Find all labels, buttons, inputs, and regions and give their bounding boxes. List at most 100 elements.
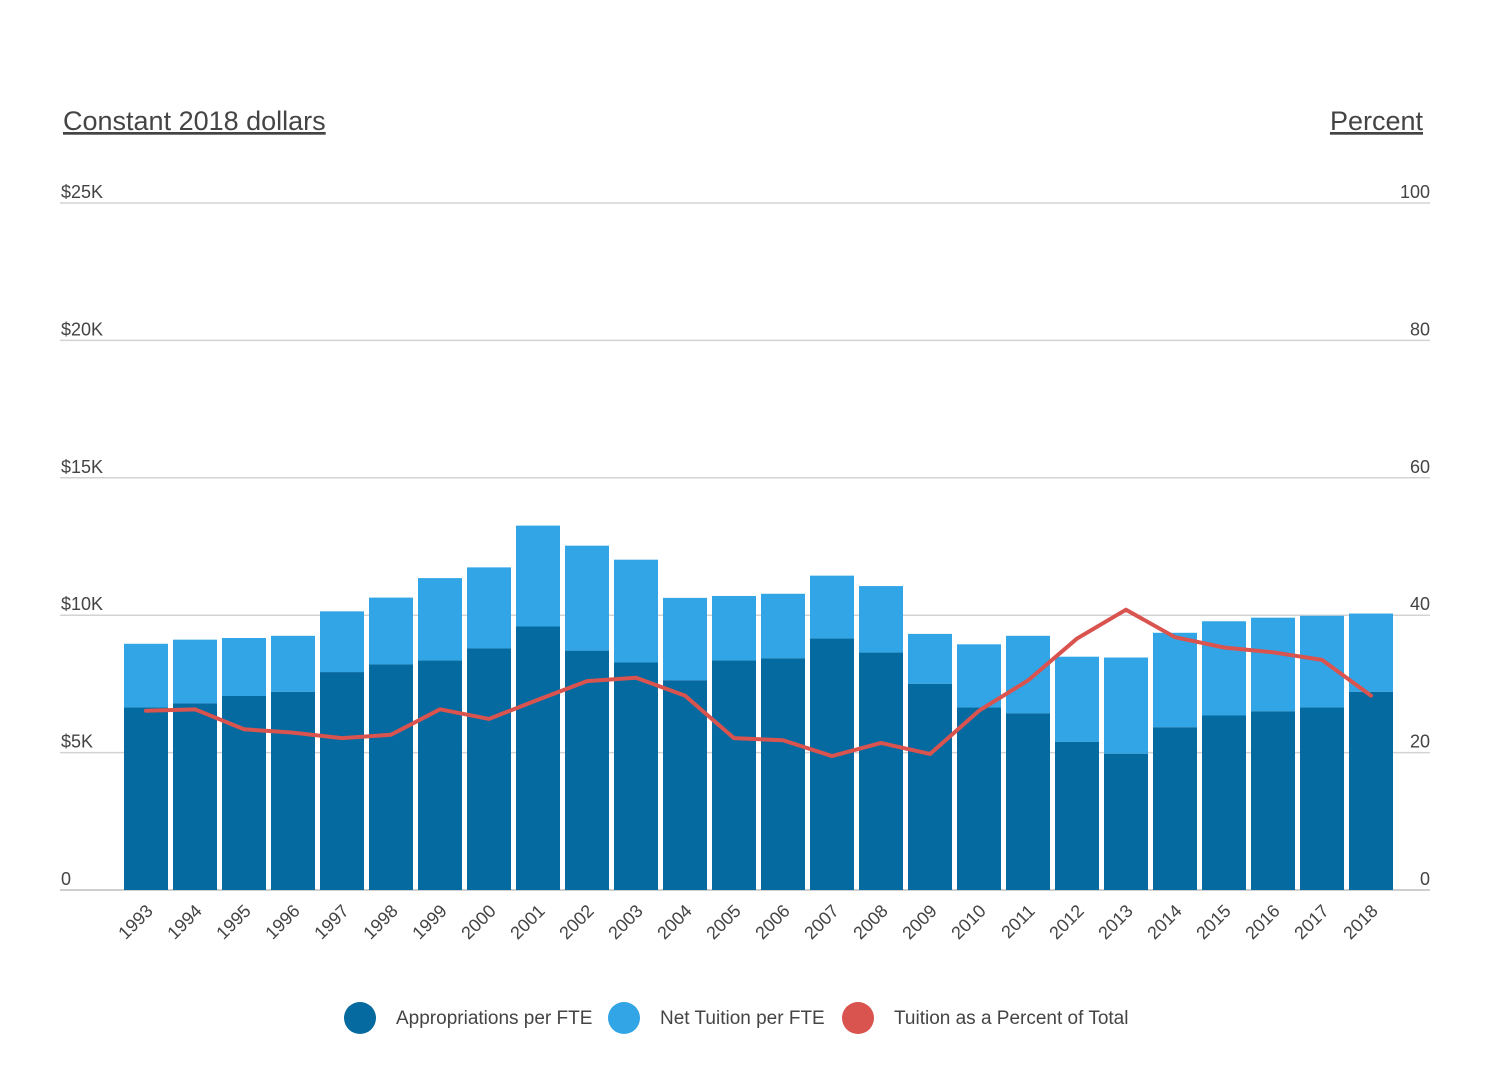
bar-net-tuition	[1055, 656, 1099, 742]
x-tick-label: 2018	[1339, 901, 1381, 943]
bar-appropriations	[712, 660, 756, 890]
bar-net-tuition	[614, 559, 658, 663]
percent-series-line	[144, 607, 1373, 759]
left-axis-title: Constant 2018 dollars	[63, 106, 326, 136]
right-tick-label: 0	[1420, 869, 1430, 889]
legend-label: Net Tuition per FTE	[660, 1008, 825, 1029]
bar-net-tuition	[908, 633, 952, 684]
x-tick-label: 2004	[653, 901, 695, 943]
bar-net-tuition	[1349, 613, 1393, 692]
x-tick-label: 1997	[310, 901, 352, 943]
legend-swatch	[842, 1002, 874, 1034]
bar-appropriations	[663, 680, 707, 890]
percent-line	[144, 607, 1373, 759]
x-tick-label: 2016	[1241, 901, 1283, 943]
bar-appropriations	[1055, 741, 1099, 890]
bar-net-tuition	[124, 643, 168, 708]
bar-appropriations	[565, 650, 609, 890]
bar-appropriations	[761, 658, 805, 890]
bar-appropriations	[467, 648, 511, 890]
x-tick-label: 2010	[947, 901, 989, 943]
bar-appropriations	[369, 664, 413, 890]
bar-appropriations	[614, 662, 658, 890]
bar-net-tuition	[1104, 657, 1148, 754]
bar-appropriations	[1104, 753, 1148, 890]
bar-appropriations	[320, 672, 364, 890]
bar-net-tuition	[173, 639, 217, 704]
left-tick-label: $25K	[61, 182, 103, 202]
bar-net-tuition	[467, 567, 511, 649]
right-tick-label: 40	[1410, 594, 1430, 614]
bar-appropriations	[516, 626, 560, 890]
right-tick-label: 80	[1410, 319, 1430, 339]
left-tick-label: $10K	[61, 594, 103, 614]
x-tick-label: 1999	[408, 901, 450, 943]
x-axis: 1993 1994 1995 1996 1997 1998 1999 2000 2001 2002…	[114, 901, 1381, 943]
bars	[124, 525, 1393, 890]
bar-net-tuition	[1153, 632, 1197, 728]
bar-net-tuition	[1006, 635, 1050, 714]
bar-appropriations	[810, 638, 854, 890]
x-tick-label: 2015	[1192, 901, 1234, 943]
x-tick-label: 2009	[898, 901, 940, 943]
x-tick-label: 2002	[555, 901, 597, 943]
x-tick-label: 2007	[800, 901, 842, 943]
bar-net-tuition	[369, 597, 413, 665]
right-tick-label: 20	[1410, 732, 1430, 752]
bar-net-tuition	[761, 593, 805, 659]
bar-net-tuition	[810, 575, 854, 639]
x-tick-label: 2008	[849, 901, 891, 943]
bar-net-tuition	[418, 578, 462, 661]
bar-appropriations	[1349, 691, 1393, 890]
bar-net-tuition	[1251, 617, 1295, 712]
x-tick-label: 2006	[751, 901, 793, 943]
bar-net-tuition	[712, 595, 756, 661]
x-tick-label: 1995	[212, 901, 254, 943]
x-tick-label: 2000	[457, 901, 499, 943]
x-tick-label: 2005	[702, 901, 744, 943]
legend: Appropriations per FTE Net Tuition per FT…	[344, 1002, 1128, 1034]
right-tick-label: 60	[1410, 457, 1430, 477]
left-tick-label: $15K	[61, 457, 103, 477]
bar-appropriations	[957, 707, 1001, 890]
left-tick-label: 0	[61, 869, 71, 889]
x-tick-label: 1998	[359, 901, 401, 943]
legend-swatch	[608, 1002, 640, 1034]
legend-label: Tuition as a Percent of Total	[894, 1008, 1128, 1029]
x-tick-label: 2012	[1045, 901, 1087, 943]
bar-appropriations	[173, 703, 217, 890]
bar-net-tuition	[663, 597, 707, 681]
x-tick-label: 1993	[114, 901, 156, 943]
bar-appropriations	[124, 707, 168, 890]
right-axis-title: Percent	[1330, 106, 1424, 136]
bar-net-tuition	[271, 635, 315, 692]
bar-net-tuition	[565, 545, 609, 651]
bar-net-tuition	[222, 638, 266, 696]
bar-net-tuition	[516, 525, 560, 627]
bar-appropriations	[1202, 715, 1246, 890]
right-tick-label: 100	[1400, 182, 1430, 202]
bar-appropriations	[1251, 711, 1295, 890]
bar-net-tuition	[1202, 621, 1246, 716]
x-tick-label: 1994	[163, 901, 205, 943]
bar-appropriations	[908, 683, 952, 890]
x-tick-label: 2017	[1290, 901, 1332, 943]
bar-appropriations	[859, 652, 903, 890]
bar-net-tuition	[320, 611, 364, 673]
bar-appropriations	[1006, 713, 1050, 890]
x-tick-label: 2003	[604, 901, 646, 943]
left-tick-label: $20K	[61, 319, 103, 339]
x-tick-label: 2013	[1094, 901, 1136, 943]
bar-appropriations	[418, 660, 462, 890]
left-tick-label: $5K	[61, 732, 93, 752]
bar-appropriations	[1153, 727, 1197, 890]
x-tick-label: 2011	[997, 901, 1039, 943]
bar-net-tuition	[957, 644, 1001, 708]
x-tick-label: 2014	[1143, 901, 1185, 943]
x-tick-label: 2001	[506, 901, 548, 943]
legend-swatch	[344, 1002, 376, 1034]
bar-appropriations	[1300, 707, 1344, 890]
legend-label: Appropriations per FTE	[396, 1008, 592, 1029]
bar-appropriations	[271, 691, 315, 890]
